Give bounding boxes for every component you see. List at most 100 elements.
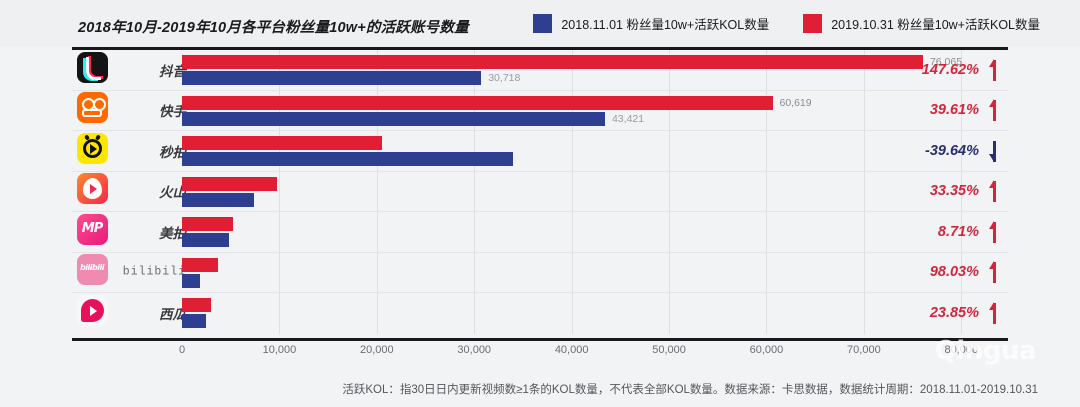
- arrow-up-icon: [988, 260, 1000, 284]
- bar-2019: [182, 95, 773, 110]
- gridline: [376, 171, 378, 211]
- chart-row: 快手 60,619 43,421 39.61%: [72, 90, 1008, 131]
- axis-tick-label: 20,000: [359, 344, 394, 356]
- gridlines: [182, 171, 1008, 211]
- gridline: [766, 212, 768, 252]
- platform-icon-cell: [74, 295, 110, 331]
- gridline: [669, 90, 671, 130]
- gridline: [571, 171, 573, 211]
- gridline: [766, 252, 768, 292]
- chart-row: 抖音 76,065 30,718 147.62%: [72, 50, 1008, 91]
- gridline: [279, 212, 281, 252]
- bar-group: 60,619 43,421: [182, 90, 1008, 130]
- bar-group: [182, 293, 1008, 334]
- arrow-down-icon: [988, 139, 1000, 163]
- gridline: [961, 50, 963, 90]
- chart-title: 2018年10月-2019年10月各平台粉丝量10w+的活跃账号数量: [78, 20, 469, 36]
- growth-value: 33.35%: [929, 183, 979, 200]
- gridline: [376, 212, 378, 252]
- bar-value-label-2018: 43,421: [611, 112, 645, 125]
- bar-2019: [182, 217, 234, 231]
- axis-tick-label: 40,000: [554, 344, 589, 356]
- xigua-icon: [76, 295, 108, 327]
- meipai-icon: MP: [76, 213, 108, 245]
- gridline: [474, 90, 476, 130]
- gridline: [474, 252, 476, 292]
- gridline: [376, 90, 378, 130]
- gridline: [279, 131, 281, 171]
- gridline: [863, 90, 865, 130]
- growth-cell: 98.03%: [905, 260, 1000, 284]
- bar-2019: [182, 136, 383, 150]
- gridline: [863, 131, 865, 171]
- platform-icon-cell: [74, 132, 110, 169]
- gridline: [766, 131, 768, 171]
- platform-label: 火山: [159, 185, 186, 201]
- gridline: [863, 50, 865, 90]
- gridline: [571, 293, 573, 334]
- bar-2018: [182, 111, 605, 126]
- gridlines: [182, 293, 1008, 334]
- legend-swatch-red: [803, 14, 823, 33]
- bar-group: [182, 252, 1008, 292]
- gridline: [474, 50, 476, 90]
- chart-row: 秒拍 -39.64%: [72, 131, 1008, 172]
- footnote-text: 活跃KOL：指30日日内更新视频数≥1条的KOL数量，不代表全部KOL数量。数据…: [342, 384, 1038, 396]
- growth-cell: -39.64%: [905, 139, 1000, 163]
- legend-item-2018: 2018.11.01 粉丝量10w+活跃KOL数量: [533, 14, 769, 33]
- bilibili-icon: bilibili: [76, 254, 108, 286]
- arrow-up-icon: [988, 301, 1000, 325]
- growth-value: 98.03%: [929, 264, 979, 281]
- gridline: [669, 131, 671, 171]
- chart-footer: 活跃KOL：指30日日内更新视频数≥1条的KOL数量，不代表全部KOL数量。数据…: [0, 369, 1080, 407]
- gridline: [961, 252, 963, 292]
- gridline: [571, 90, 573, 130]
- platform-icon-cell: [74, 173, 110, 209]
- platform-label: 西瓜: [159, 307, 186, 323]
- gridline: [474, 212, 476, 252]
- chart-legend: 2018.11.01 粉丝量10w+活跃KOL数量 2019.10.31 粉丝量…: [533, 14, 1040, 33]
- gridline: [474, 131, 476, 171]
- growth-cell: 147.62%: [905, 58, 1000, 82]
- bar-2018: [182, 192, 254, 207]
- bar-2019: [182, 176, 278, 191]
- platform-icon-cell: bilibili: [74, 254, 110, 290]
- legend-label-2019: 2019.10.31 粉丝量10w+活跃KOL数量: [831, 18, 1040, 32]
- bar-2018: [182, 273, 201, 288]
- platform-label: bilibili: [122, 265, 186, 279]
- arrow-up-icon: [988, 58, 1000, 82]
- gridline: [863, 212, 865, 252]
- chart-row: 火山 33.35%: [72, 171, 1008, 212]
- chart-row: bilibili bilibili 98.03%: [72, 252, 1008, 293]
- gridline: [279, 293, 281, 334]
- gridline: [571, 50, 573, 90]
- axis-tick-label: 60,000: [749, 344, 784, 356]
- gridline: [571, 131, 573, 171]
- bar-2019: [182, 55, 923, 69]
- gridline: [376, 131, 378, 171]
- gridlines: [182, 50, 1008, 90]
- gridline: [279, 252, 281, 292]
- gridline: [669, 171, 671, 211]
- axis-tick-label: 10,000: [262, 344, 297, 356]
- platform-icon-cell: [74, 51, 110, 88]
- axis-tick-label: 30,000: [457, 344, 492, 356]
- huoshan-icon: [76, 173, 108, 205]
- platform-label: 抖音: [159, 63, 186, 79]
- gridline: [571, 252, 573, 292]
- gridline: [571, 212, 573, 252]
- platform-label: 快手: [159, 104, 186, 120]
- bar-2018: [182, 152, 514, 166]
- legend-label-2018: 2018.11.01 粉丝量10w+活跃KOL数量: [561, 18, 770, 32]
- bar-group: [182, 171, 1008, 211]
- bar-value-label-2019: 60,619: [779, 96, 812, 109]
- arrow-up-icon: [988, 220, 1000, 244]
- bar-2018: [182, 314, 206, 328]
- growth-value: 147.62%: [921, 61, 979, 78]
- legend-swatch-blue: [533, 14, 553, 33]
- axis-tick-label: 80,000: [944, 344, 979, 356]
- chart-header: 2018年10月-2019年10月各平台粉丝量10w+的活跃账号数量 2018.…: [0, 0, 1080, 47]
- gridline: [766, 50, 768, 90]
- gridline: [376, 293, 378, 334]
- arrow-up-icon: [988, 179, 1000, 203]
